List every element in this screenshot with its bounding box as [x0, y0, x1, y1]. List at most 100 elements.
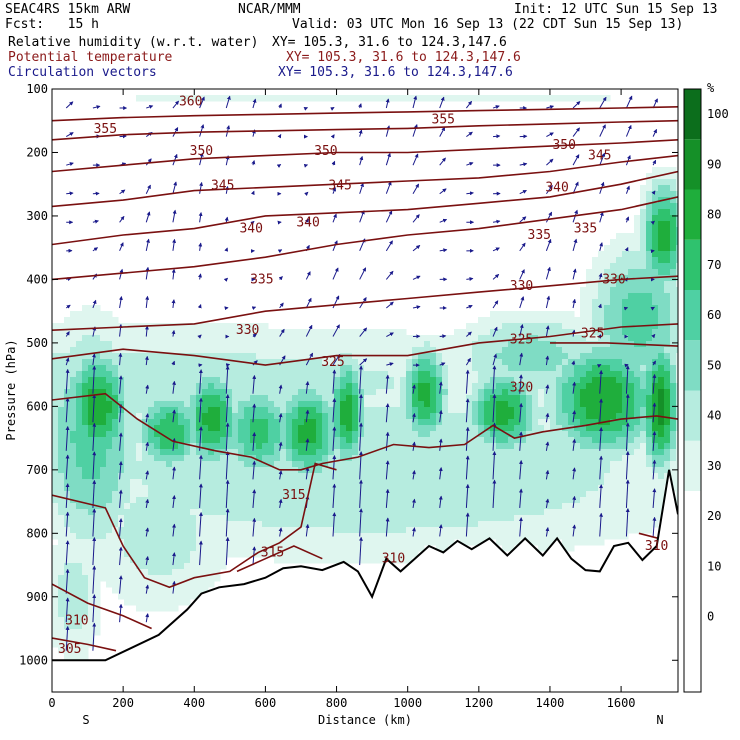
rh-cell	[148, 449, 155, 456]
rh-cell	[208, 365, 215, 372]
rh-cell	[58, 449, 65, 456]
rh-cell	[424, 479, 431, 486]
rh-cell	[652, 323, 659, 330]
rh-cell	[640, 269, 647, 276]
rh-cell	[82, 455, 89, 462]
rh-cell	[334, 335, 341, 342]
rh-cell	[634, 389, 641, 396]
circulation-vector	[465, 357, 471, 366]
rh-cell	[598, 335, 605, 342]
rh-cell	[586, 347, 593, 354]
rh-cell	[328, 473, 335, 480]
rh-cell	[58, 611, 65, 618]
rh-cell	[436, 425, 443, 432]
rh-cell	[640, 485, 647, 492]
rh-cell	[196, 449, 203, 456]
rh-cell	[580, 491, 587, 498]
rh-cell	[586, 437, 593, 444]
rh-cell	[136, 425, 143, 432]
rh-cell	[616, 491, 623, 498]
rh-cell	[394, 377, 401, 384]
rh-cell	[202, 473, 209, 480]
rh-cell	[544, 341, 551, 348]
rh-cell	[424, 413, 431, 420]
rh-cell	[436, 401, 443, 408]
rh-cell	[238, 395, 245, 402]
rh-cell	[262, 527, 269, 534]
rh-cell	[268, 443, 275, 450]
rh-cell	[82, 365, 89, 372]
rh-cell	[352, 539, 359, 546]
rh-cell	[484, 425, 491, 432]
rh-cell	[424, 515, 431, 522]
rh-cell	[514, 365, 521, 372]
rh-cell	[508, 371, 515, 378]
circulation-vector	[492, 134, 501, 139]
rh-cell	[376, 497, 383, 504]
rh-cell	[448, 365, 455, 372]
rh-cell	[268, 359, 275, 366]
rh-cell	[172, 563, 179, 570]
rh-cell	[172, 593, 179, 600]
rh-cell	[184, 425, 191, 432]
circulation-vector	[145, 498, 150, 509]
rh-cell	[136, 341, 143, 348]
rh-cell	[568, 533, 575, 540]
rh-cell	[94, 491, 101, 498]
rh-cell	[592, 269, 599, 276]
rh-cell	[550, 365, 557, 372]
rh-cell	[52, 407, 59, 414]
rh-cell	[298, 455, 305, 462]
rh-cell	[670, 251, 677, 258]
rh-cell	[274, 377, 281, 384]
rh-cell	[280, 461, 287, 468]
rh-cell	[634, 491, 641, 498]
rh-cell	[640, 215, 647, 222]
rh-cell	[490, 425, 497, 432]
rh-cell	[106, 389, 113, 396]
rh-cell	[58, 353, 65, 360]
rh-cell	[340, 557, 347, 564]
rh-cell	[244, 473, 251, 480]
rh-cell	[406, 431, 413, 438]
rh-cell	[178, 539, 185, 546]
rh-cell	[628, 329, 635, 336]
rh-cell	[490, 335, 497, 342]
rh-cell	[76, 611, 83, 618]
rh-cell	[124, 401, 131, 408]
rh-cell	[568, 317, 575, 324]
rh-cell	[310, 359, 317, 366]
rh-cell	[178, 593, 185, 600]
rh-cell	[118, 497, 125, 504]
circulation-vector	[305, 438, 310, 451]
rh-cell	[676, 425, 678, 432]
rh-cell	[508, 413, 515, 420]
rh-cell	[352, 473, 359, 480]
rh-cell	[556, 95, 563, 102]
rh-cell	[394, 491, 401, 498]
rh-cell	[628, 269, 635, 276]
rh-cell	[460, 497, 467, 504]
rh-cell	[184, 335, 191, 342]
rh-cell	[442, 377, 449, 384]
rh-cell	[406, 509, 413, 516]
rh-cell	[160, 473, 167, 480]
rh-cell	[160, 491, 167, 498]
rh-cell	[184, 383, 191, 390]
rh-cell	[64, 611, 71, 618]
rh-cell	[664, 185, 671, 192]
rh-cell	[70, 419, 77, 426]
rh-cell	[304, 533, 311, 540]
rh-cell	[160, 431, 167, 438]
rh-cell	[382, 419, 389, 426]
rh-cell	[628, 491, 635, 498]
rh-cell	[118, 365, 125, 372]
circulation-vector	[385, 152, 391, 166]
rh-cell	[208, 455, 215, 462]
rh-cell	[286, 407, 293, 414]
rh-cell	[496, 473, 503, 480]
rh-cell	[520, 473, 527, 480]
rh-cell	[94, 533, 101, 540]
rh-cell	[472, 497, 479, 504]
rh-cell	[226, 341, 233, 348]
